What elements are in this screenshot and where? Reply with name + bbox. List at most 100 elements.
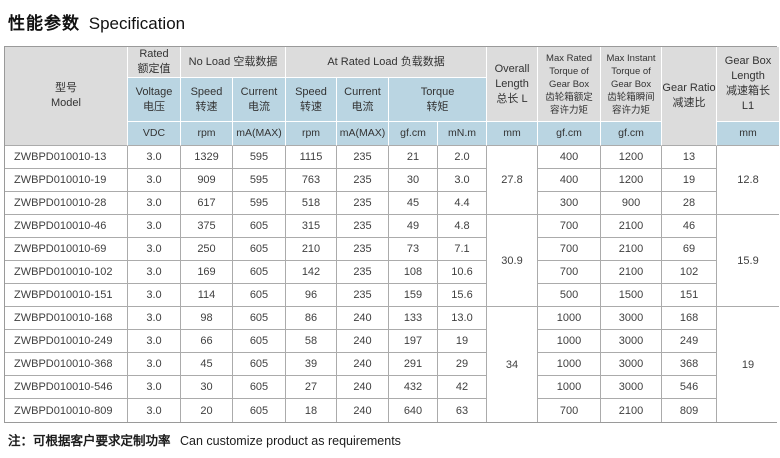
no-load-current-cell: 605 <box>233 284 286 307</box>
no-load-current-cell: 605 <box>233 261 286 284</box>
unit-load-speed: rpm <box>286 122 337 146</box>
no-load-current-cell: 605 <box>233 238 286 261</box>
speed-label-en: Speed <box>190 85 223 98</box>
torque-mnm-cell: 13.0 <box>438 307 488 330</box>
spec-sheet-page: 性能参数 Specification 型号 Model Rated <box>0 0 780 448</box>
model-cell: ZWBPD010010-13 <box>5 146 128 169</box>
speed-label-zh: 转速 <box>195 100 218 113</box>
overall-length-cell: 34 <box>487 307 539 422</box>
torque-label-zh: 转矩 <box>426 100 449 113</box>
voltage-cell: 3.0 <box>128 307 181 330</box>
gear-ratio-cell: 28 <box>662 192 718 215</box>
max-rated-line: Gear Box <box>548 78 590 90</box>
load-current-cell: 235 <box>337 192 389 215</box>
torque-gfcm-cell: 159 <box>389 284 438 307</box>
overall-length-line: 总长 L <box>496 92 528 105</box>
torque-mnm-cell: 3.0 <box>438 169 488 192</box>
torque-mnm-cell: 19 <box>438 330 488 353</box>
voltage-label-en: Voltage <box>135 85 173 98</box>
no-load-current-cell: 605 <box>233 330 286 353</box>
torque-gfcm-cell: 45 <box>389 192 438 215</box>
table-row: ZWBPD010010-168 3.0 98 605 86 240 133 13… <box>5 307 780 422</box>
table-row: ZWBPD010010-102 3.0 169 605 142 235 108 … <box>5 261 779 284</box>
col-header-load-speed: Speed 转速 <box>286 78 337 122</box>
torque-mnm-cell: 4.8 <box>438 215 488 238</box>
speed-label-en: Speed <box>295 85 327 98</box>
torque-mnm-cell: 2.0 <box>438 146 488 169</box>
no-load-current-cell: 595 <box>233 192 286 215</box>
voltage-cell: 3.0 <box>128 353 181 376</box>
col-header-model-zh: 型号 <box>55 82 77 94</box>
no-load-current-cell: 605 <box>233 353 286 376</box>
max-instant-torque-cell: 3000 <box>601 353 663 376</box>
voltage-cell: 3.0 <box>128 238 181 261</box>
torque-gfcm-cell: 432 <box>389 376 438 399</box>
gear-box-length-line: Length <box>731 70 765 82</box>
gear-ratio-line: 减速比 <box>672 97 706 109</box>
unit-max-rated: gf.cm <box>538 122 602 146</box>
col-header-gear-ratio: Gear Ratio 减速比 <box>662 47 718 146</box>
page-title-en: Specification <box>88 14 186 33</box>
load-speed-cell: 142 <box>286 261 337 284</box>
no-load-current-cell: 605 <box>233 399 286 422</box>
load-current-cell: 235 <box>337 238 389 261</box>
voltage-cell: 3.0 <box>128 399 181 422</box>
max-rated-torque-cell: 500 <box>538 284 602 307</box>
gear-ratio-cell: 69 <box>662 238 718 261</box>
gear-ratio-line: Gear Ratio <box>662 82 716 94</box>
max-rated-torque-cell: 300 <box>538 192 602 215</box>
overall-length-line: Overall <box>494 62 530 75</box>
load-current-cell: 235 <box>337 146 389 169</box>
gear-box-length-cell: 12.8 <box>717 146 780 215</box>
max-instant-torque-cell: 2100 <box>601 399 663 422</box>
col-header-torque: Torque 转矩 <box>389 78 488 122</box>
torque-gfcm-cell: 108 <box>389 261 438 284</box>
load-current-cell: 235 <box>337 169 389 192</box>
col-header-max-instant-torque: Max Instant Torque of Gear Box 齿轮箱瞬间 容许力… <box>601 47 663 122</box>
gear-ratio-cell: 368 <box>662 353 718 376</box>
col-header-at-rated-load: At Rated Load 负载数据 <box>286 47 488 78</box>
footnote-zh: 注：可根据客户要求定制功率 <box>8 434 171 448</box>
max-rated-line: Torque of <box>549 65 589 77</box>
max-instant-torque-cell: 1200 <box>601 146 663 169</box>
col-header-model: 型号 Model <box>5 47 128 146</box>
header-row-units: VDC rpm mA(MAX) rpm mA(MAX) gf.cm mN.m m… <box>5 122 780 146</box>
table-row: ZWBPD010010-368 3.0 45 605 39 240 291 29… <box>5 353 779 376</box>
max-rated-torque-cell: 1000 <box>538 307 602 330</box>
no-load-speed-cell: 1329 <box>181 146 233 169</box>
unit-torque-mnm: mN.m <box>438 122 488 146</box>
max-instant-torque-cell: 2100 <box>601 238 663 261</box>
max-rated-torque-cell: 400 <box>538 146 602 169</box>
model-cell: ZWBPD010010-19 <box>5 169 128 192</box>
no-load-speed-cell: 250 <box>181 238 233 261</box>
voltage-cell: 3.0 <box>128 192 181 215</box>
gear-ratio-cell: 546 <box>662 376 718 399</box>
max-rated-line: Max Rated <box>546 52 592 64</box>
torque-gfcm-cell: 49 <box>389 215 438 238</box>
max-instant-line: 容许力矩 <box>612 104 651 116</box>
gear-ratio-cell: 13 <box>662 146 718 169</box>
col-header-voltage: Voltage 电压 <box>128 78 181 122</box>
torque-mnm-cell: 42 <box>438 376 488 399</box>
speed-label-zh: 转速 <box>300 100 322 113</box>
no-load-speed-cell: 66 <box>181 330 233 353</box>
voltage-cell: 3.0 <box>128 330 181 353</box>
overall-length-line: Length <box>495 77 529 90</box>
col-header-load-current: Current 电流 <box>337 78 389 122</box>
torque-gfcm-cell: 640 <box>389 399 438 422</box>
table-row: ZWBPD010010-546 3.0 30 605 27 240 432 42… <box>5 376 779 399</box>
load-speed-cell: 1115 <box>286 146 337 169</box>
torque-mnm-cell: 10.6 <box>438 261 488 284</box>
max-instant-line: Gear Box <box>610 78 652 90</box>
model-cell: ZWBPD010010-809 <box>5 399 128 422</box>
page-title: 性能参数 Specification <box>0 0 780 34</box>
max-instant-torque-cell: 2100 <box>601 261 663 284</box>
max-rated-torque-cell: 1000 <box>538 330 602 353</box>
model-cell: ZWBPD010010-46 <box>5 215 128 238</box>
load-current-cell: 240 <box>337 376 389 399</box>
gear-box-length-cell: 19 <box>717 307 780 422</box>
max-instant-line: Max Instant <box>606 52 656 64</box>
torque-gfcm-cell: 30 <box>389 169 438 192</box>
current-label-zh: 电流 <box>351 100 374 113</box>
col-header-max-rated-torque: Max Rated Torque of Gear Box 齿轮箱额定 容许力矩 <box>538 47 602 122</box>
